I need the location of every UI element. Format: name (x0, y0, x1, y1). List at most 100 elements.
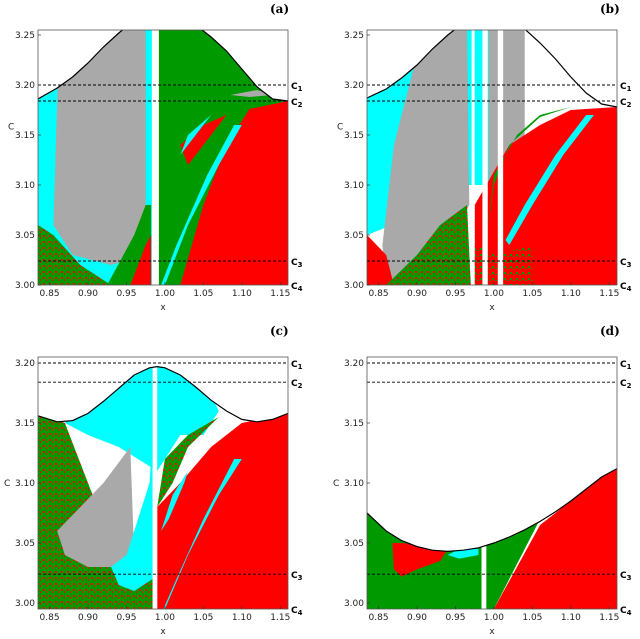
cyan-region (64, 366, 219, 471)
y-tick-label: 3.00 (344, 281, 364, 291)
y-tick-label: 3.00 (15, 281, 35, 291)
y-tick-label: 3.25 (15, 31, 35, 41)
x-tick-label: 1.15 (599, 289, 619, 299)
x-axis-label: x (489, 303, 495, 313)
energy-label-c1: C1 (620, 360, 632, 371)
y-tick-label: 3.15 (344, 131, 364, 141)
panel-b: C1 C2 C3 C4 0.85 0.90 0.95 1.00 1.05 1.10 1.15 3.… (337, 2, 632, 313)
energy-label-c2: C2 (620, 379, 632, 390)
x-axis-label: x (160, 303, 166, 313)
x-tick-label: 0.90 (407, 289, 427, 299)
y-axis-label: C (337, 123, 343, 133)
energy-label-c1: C1 (620, 82, 632, 93)
green-region-left (386, 205, 471, 285)
white-strip (481, 357, 487, 609)
x-tick-label: 1.00 (484, 289, 504, 299)
energy-label-c1: C1 (291, 82, 303, 93)
y-ticks: 3.00 3.05 3.10 3.15 3.20 3.25 (15, 31, 41, 291)
x-tick-label: 1.00 (155, 613, 175, 623)
red-region-mid (130, 235, 152, 285)
gray-region-lobe (230, 90, 273, 97)
white-strip (151, 30, 159, 285)
basin-regions (367, 30, 617, 285)
y-tick-label: 3.20 (15, 81, 35, 91)
cyan-region-loop (161, 471, 188, 531)
x-tick-label: 1.00 (155, 289, 175, 299)
x-ticks: 0.85 0.90 0.95 1.00 1.05 1.10 1.15 (369, 282, 619, 299)
x-tick-label: 0.85 (40, 613, 60, 623)
y-tick-label: 3.25 (344, 31, 364, 41)
y-axis-label: C (333, 479, 339, 489)
y-tick-label: 3.10 (344, 479, 364, 489)
x-tick-label: 0.95 (445, 289, 465, 299)
y-tick-label: 3.15 (344, 419, 364, 429)
energy-label-c4: C4 (620, 282, 632, 293)
basin-regions (38, 30, 288, 285)
y-tick-label: 3.20 (344, 359, 364, 369)
zero-velocity-curve (367, 30, 617, 108)
energy-label-c3: C3 (620, 258, 632, 269)
zero-velocity-curve (38, 30, 288, 102)
x-tick-label: 1.10 (232, 613, 252, 623)
red-region-left (367, 235, 394, 285)
plot-frame (366, 29, 618, 286)
x-tick-label: 1.10 (232, 289, 252, 299)
white-strip (471, 30, 475, 285)
x-tick-label: 1.15 (599, 613, 619, 623)
x-axis-label: x (489, 627, 495, 637)
energy-label-c3: C3 (291, 571, 303, 582)
x-tick-label: 1.05 (522, 613, 542, 623)
x-tick-label: 1.05 (522, 289, 542, 299)
y-tick-label: 3.00 (344, 599, 364, 609)
energy-lines: C1 C2 C3 C4 (367, 82, 632, 293)
energy-label-c4: C4 (291, 606, 303, 617)
white-strips (152, 357, 158, 609)
y-tick-label: 3.05 (15, 539, 35, 549)
cyan-region-streak (505, 115, 594, 245)
plot-frame (37, 29, 289, 286)
y-tick-label: 3.20 (15, 359, 35, 369)
energy-label-c3: C3 (620, 571, 632, 582)
x-tick-label: 0.95 (116, 613, 136, 623)
energy-label-c3: C3 (291, 258, 303, 269)
y-tick-label: 3.10 (344, 181, 364, 191)
y-ticks: 3.00 3.05 3.10 3.15 3.20 3.25 (344, 31, 370, 291)
x-ticks: 0.85 0.90 0.95 1.00 1.05 1.10 1.15 (40, 606, 290, 623)
red-region-right (493, 468, 617, 609)
x-tick-label: 0.90 (78, 613, 98, 623)
white-strips (151, 30, 159, 285)
y-tick-label: 3.00 (15, 599, 35, 609)
energy-label-c4: C4 (291, 282, 303, 293)
y-tick-label: 3.20 (344, 81, 364, 91)
x-tick-label: 1.10 (561, 613, 581, 623)
x-tick-label: 1.15 (270, 613, 290, 623)
panel-c: C1 C2 C3 C4 0.85 0.90 0.95 1.00 1.05 1.10 1.15 3.… (4, 324, 303, 637)
y-tick-label: 3.05 (15, 231, 35, 241)
y-tick-label: 3.15 (15, 131, 35, 141)
x-tick-label: 0.95 (445, 613, 465, 623)
gray-region (53, 30, 146, 265)
x-tick-label: 0.90 (407, 613, 427, 623)
cyan-region-low (111, 435, 153, 591)
x-tick-label: 1.10 (561, 289, 581, 299)
green-region-right (486, 519, 541, 609)
energy-label-c2: C2 (291, 379, 303, 390)
panel-label: (d) (600, 324, 620, 338)
zero-velocity-curve (38, 365, 288, 423)
x-tick-label: 1.05 (193, 289, 213, 299)
energy-label-c1: C1 (291, 360, 303, 371)
x-tick-label: 0.85 (369, 613, 389, 623)
white-strip (152, 357, 158, 609)
panel-d: C1 C2 C3 C4 0.85 0.90 0.95 1.00 1.05 1.10 1.15 3.… (333, 324, 632, 637)
y-axis-label: C (4, 479, 10, 489)
x-ticks: 0.85 0.90 0.95 1.00 1.05 1.10 1.15 (369, 606, 619, 623)
x-tick-label: 0.85 (369, 289, 389, 299)
white-strips (471, 30, 504, 285)
white-strips (481, 357, 487, 609)
panel-label: (c) (270, 324, 289, 338)
zero-velocity-curve (367, 468, 617, 553)
white-strip (482, 30, 488, 285)
red-region-right (180, 101, 288, 285)
x-tick-label: 1.00 (484, 613, 504, 623)
